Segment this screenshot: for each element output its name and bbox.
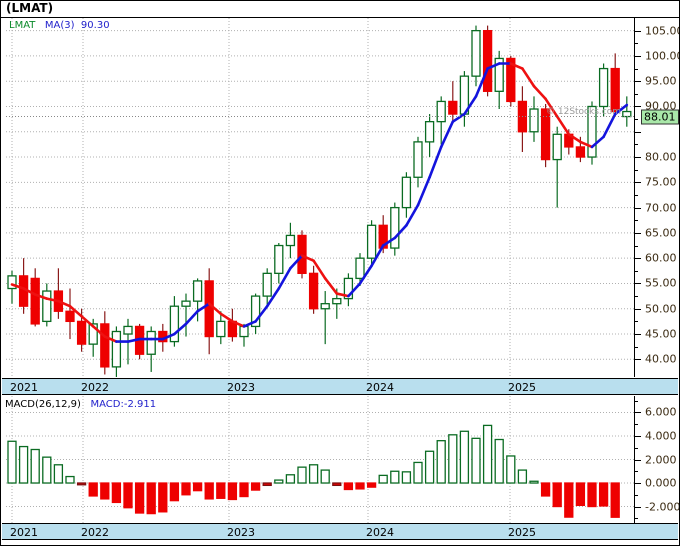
year-axis-label: 2023 bbox=[227, 526, 255, 539]
macd-axis-tick bbox=[634, 412, 641, 414]
watermark: © 12Stocks.com bbox=[546, 107, 621, 117]
macd-axis-label: 4.000 bbox=[645, 429, 677, 443]
price-axis-minor-tick bbox=[634, 245, 638, 247]
macd-year-axis: 2021 2022 2023 2024 2025 bbox=[2, 523, 678, 540]
year-axis-label: 2024 bbox=[366, 526, 394, 539]
year-axis-label: 2023 bbox=[227, 381, 255, 394]
price-axis-minor-tick bbox=[634, 93, 638, 95]
year-axis-label: 2025 bbox=[508, 526, 536, 539]
price-axis-minor-tick bbox=[634, 270, 638, 272]
price-axis-minor-tick bbox=[634, 220, 638, 222]
legend-ma-value: 90.30 bbox=[80, 20, 110, 31]
macd-legend-name: MACD(26,12,9) bbox=[5, 399, 81, 410]
price-axis-minor-tick bbox=[634, 296, 638, 298]
macd-axis-tick bbox=[634, 483, 641, 485]
year-axis-label: 2022 bbox=[81, 381, 109, 394]
price-axis-tick bbox=[634, 106, 641, 108]
price-axis-tick bbox=[634, 55, 641, 57]
macd-axis-minor-tick bbox=[634, 518, 638, 520]
legend-ma-label: MA(3) bbox=[44, 20, 75, 31]
macd-axis-label: 2.000 bbox=[645, 453, 677, 466]
price-axis-label: 100.00 bbox=[645, 49, 680, 63]
price-axis-label: 60.00 bbox=[645, 251, 677, 265]
price-axis-tick bbox=[634, 157, 641, 159]
price-axis-label: 95.00 bbox=[645, 74, 677, 88]
price-axis-label: 70.00 bbox=[645, 201, 677, 215]
macd-axis-label: 0.000 bbox=[645, 476, 677, 490]
macd-legend-value: MACD:-2.911 bbox=[90, 399, 157, 410]
price-axis-minor-tick bbox=[634, 68, 638, 70]
price-axis-tick bbox=[634, 131, 641, 133]
price-axis-minor-tick bbox=[634, 144, 638, 146]
price-axis-label: 55.00 bbox=[645, 276, 677, 290]
last-price-badge: 88.01 bbox=[641, 109, 679, 125]
price-year-axis: 2021 2022 2023 2024 2025 bbox=[2, 378, 678, 395]
macd-axis-label: -2.000 bbox=[645, 500, 680, 514]
price-axis-label: 50.00 bbox=[645, 302, 677, 316]
candlestick-chart bbox=[6, 18, 634, 377]
year-axis-label: 2021 bbox=[10, 381, 38, 394]
year-axis-label: 2024 bbox=[366, 381, 394, 394]
price-axis-line bbox=[634, 18, 635, 377]
price-legend: LMAT MA(3) 90.30 bbox=[9, 20, 110, 31]
price-axis-tick bbox=[634, 182, 641, 184]
window-titlebar: (LMAT) bbox=[1, 1, 679, 18]
macd-axis-label: 6.000 bbox=[645, 405, 677, 419]
price-axis-label: 80.00 bbox=[645, 150, 677, 164]
price-axis-tick bbox=[634, 232, 641, 234]
price-axis-tick bbox=[634, 334, 641, 336]
price-axis-tick bbox=[634, 81, 641, 83]
price-axis-tick bbox=[634, 308, 641, 310]
year-axis-label: 2025 bbox=[508, 381, 536, 394]
price-axis-minor-tick bbox=[634, 321, 638, 323]
price-axis-minor-tick bbox=[634, 346, 638, 348]
page-title: (LMAT) bbox=[6, 1, 54, 15]
macd-histogram bbox=[6, 396, 634, 523]
price-axis-tick bbox=[634, 258, 641, 260]
macd-axis-minor-tick bbox=[634, 447, 638, 449]
price-axis-label: 45.00 bbox=[645, 327, 677, 341]
legend-symbol: LMAT bbox=[9, 20, 36, 31]
price-axis-label: 75.00 bbox=[645, 175, 677, 189]
macd-plot-area[interactable] bbox=[6, 396, 634, 523]
price-axis-minor-tick bbox=[634, 169, 638, 171]
macd-axis: 6.000 4.000 2.000 0.000 -2.000 bbox=[634, 396, 680, 523]
price-axis: 105.00100.0095.0090.0085.0080.0075.0070.… bbox=[634, 18, 680, 377]
price-axis-minor-tick bbox=[634, 119, 638, 121]
macd-axis-minor-tick bbox=[634, 471, 638, 473]
price-axis-label: 40.00 bbox=[645, 352, 677, 366]
year-axis-label: 2021 bbox=[10, 526, 38, 539]
macd-axis-tick bbox=[634, 435, 641, 437]
macd-axis-tick bbox=[634, 459, 641, 461]
price-axis-tick bbox=[634, 207, 641, 209]
macd-pane: 6.000 4.000 2.000 0.000 -2.000 bbox=[2, 396, 680, 523]
macd-legend: MACD(26,12,9) MACD:-2.911 bbox=[5, 399, 156, 410]
price-axis-label: 65.00 bbox=[645, 226, 677, 240]
price-axis-tick bbox=[634, 359, 641, 361]
price-plot-area[interactable] bbox=[6, 18, 634, 377]
price-axis-minor-tick bbox=[634, 43, 638, 45]
price-axis-tick bbox=[634, 283, 641, 285]
macd-axis-minor-tick bbox=[634, 400, 638, 402]
price-axis-tick bbox=[634, 30, 641, 32]
macd-axis-tick bbox=[634, 506, 641, 508]
price-axis-minor-tick bbox=[634, 194, 638, 196]
price-pane: 105.00100.0095.0090.0085.0080.0075.0070.… bbox=[2, 18, 680, 377]
price-axis-label: 105.00 bbox=[645, 24, 680, 38]
year-axis-label: 2022 bbox=[81, 526, 109, 539]
macd-axis-minor-tick bbox=[634, 424, 638, 426]
macd-axis-minor-tick bbox=[634, 494, 638, 496]
